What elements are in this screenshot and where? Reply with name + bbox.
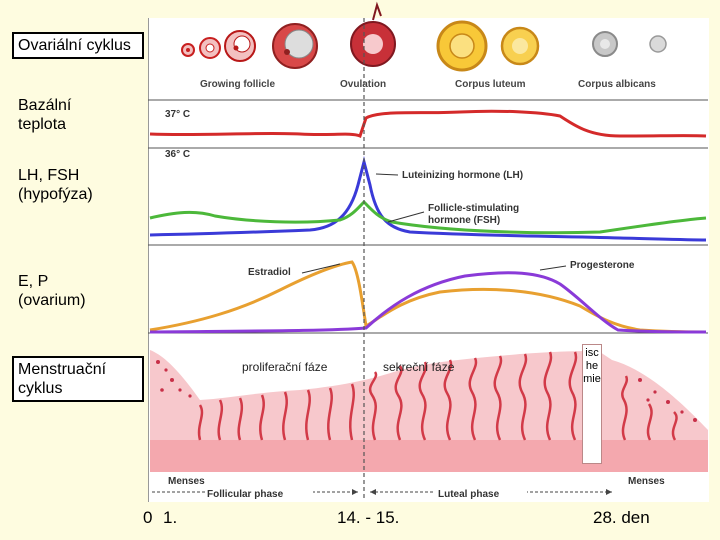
ovulation-icon (350, 1, 396, 67)
follicular-phase-label: Follicular phase (207, 489, 284, 500)
basal-temperature-line (149, 109, 707, 138)
row-label-ovarian-cycle: Ovariální cyklus (12, 32, 144, 59)
day-label-one: 1. (163, 508, 178, 527)
estradiol-curve (149, 260, 707, 334)
day-label-end: 28. den (593, 508, 650, 527)
fsh-curve (149, 199, 707, 235)
corpus-luteum-icon (436, 20, 540, 72)
menses-left-label: Menses (168, 476, 205, 487)
fsh-label-line2: hormone (FSH) (428, 215, 500, 226)
luteal-phase-label: Luteal phase (438, 489, 500, 500)
corpus-albicans-icon (592, 31, 667, 57)
temp-label-37: 37° C (165, 109, 190, 120)
day-axis (0, 502, 720, 540)
stage-label-albicans: Corpus albicans (578, 79, 656, 90)
lh-label: Luteinizing hormone (LH) (402, 170, 523, 181)
menses-right-label: Menses (628, 476, 665, 487)
stage-label-growing: Growing follicle (200, 79, 275, 90)
row-label-lh-fsh: LH, FSH (hypofýza) (18, 167, 93, 203)
row-label-menstrual-cycle: Menstruační cyklus (12, 356, 144, 402)
stage-label-ovulation: Ovulation (340, 79, 386, 90)
row-label-basal-temperature: Bazální teplota (18, 97, 72, 133)
endometrium-illustration (150, 350, 708, 472)
row-label-e-p: E, P (ovarium) (18, 273, 86, 309)
secretory-phase-label: sekreční fáze (383, 360, 455, 374)
ischemia-label: ischemie (582, 344, 602, 464)
progesterone-label: Progesterone (570, 260, 635, 271)
day-label-zero: 0 (143, 508, 153, 527)
proliferative-phase-label: proliferační fáze (242, 360, 328, 374)
fsh-label-line1: Follicle-stimulating (428, 203, 519, 214)
stage-label-luteum: Corpus luteum (455, 79, 526, 90)
temp-label-36: 36° C (165, 149, 190, 160)
estradiol-label: Estradiol (248, 267, 291, 278)
progesterone-curve (149, 271, 707, 334)
day-label-mid: 14. - 15. (337, 508, 400, 527)
growing-follicle-icons (181, 23, 318, 69)
